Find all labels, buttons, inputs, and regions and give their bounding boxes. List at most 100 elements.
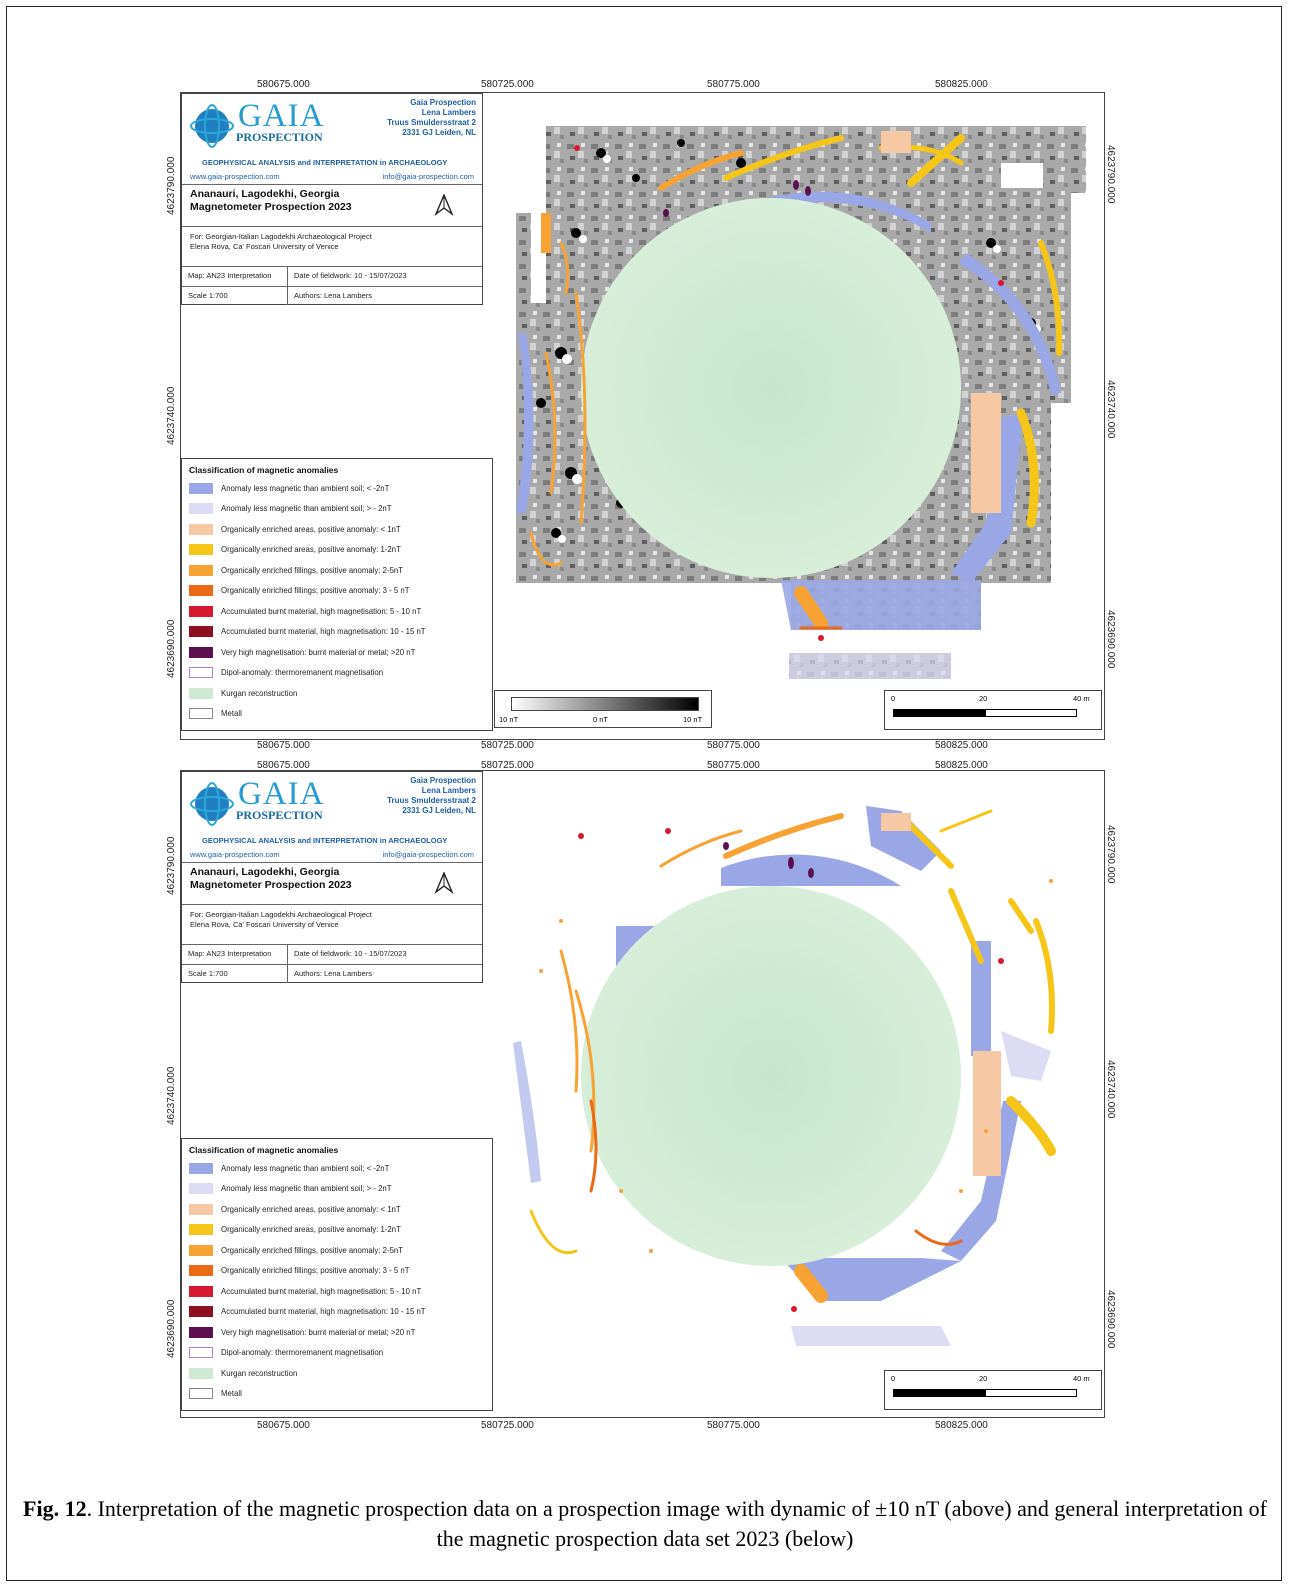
legend-label: Accumulated burnt material, high magneti… <box>221 606 422 616</box>
y-coord-right-1b: 4623790.000 <box>1105 825 1116 884</box>
legend-swatch <box>189 1162 213 1174</box>
legend-label: Metall <box>221 1389 242 1398</box>
legend-label: Organically enriched fillings, positive … <box>221 565 404 575</box>
legend-item: Very high magnetisation: burnt material … <box>189 645 415 659</box>
email-text: info@gaia-prospection.com <box>382 172 474 181</box>
map-label: Map: AN23 Interpretation <box>188 271 272 280</box>
client-line2-b: Elena Rova, Ca' Foscari University of Ve… <box>190 920 339 929</box>
legend-swatch <box>189 708 213 719</box>
scalebar-zero-b: 0 <box>891 1374 896 1383</box>
company-name: Gaia Prospection <box>410 98 476 107</box>
scalebar-mid-b: 20 <box>979 1374 988 1383</box>
legend-swatch <box>189 1306 213 1317</box>
x-coord-top-1: 580675.000 <box>257 79 310 90</box>
legend-title: Classification of magnetic anomalies <box>189 465 339 475</box>
x-coord-bottom-3b: 580775.000 <box>707 1420 760 1431</box>
legend-item: Anomaly less magnetic than ambient soil;… <box>189 481 389 495</box>
x-coord-bottom-1b: 580675.000 <box>257 1420 310 1431</box>
client-line1: For: Georgian-Italian Lagodekhi Archaeol… <box>190 232 372 241</box>
website-text: www.gaia-prospection.com <box>190 172 280 181</box>
gaia-globe-icon <box>190 104 234 148</box>
gradient-mid-label: 0 nT <box>593 715 609 724</box>
logo-text-b: GAIA <box>238 776 325 812</box>
legend-top: Classification of magnetic anomalies Ano… <box>181 458 493 731</box>
legend-item: Organically enriched fillings, positive … <box>189 1243 403 1257</box>
legend-label: Organically enriched fillings; positive … <box>221 586 410 595</box>
logo-text: GAIA <box>238 98 325 134</box>
address-block-b: Gaia Prospection Lena Lambers Truus Smul… <box>387 776 476 816</box>
legend-label: Anomaly less magnetic than ambient soil;… <box>221 504 392 513</box>
legend-title-b: Classification of magnetic anomalies <box>189 1145 339 1155</box>
legend-item: Dipol-anomaly: thermoremanent magnetisat… <box>189 666 383 680</box>
legend-item: Dipol-anomaly: thermoremanent magnetisat… <box>189 1346 383 1360</box>
street-address: Truus Smuldersstraat 2 <box>387 118 476 127</box>
client-text: For: Georgian-Italian Lagodekhi Archaeol… <box>190 232 372 252</box>
legend-label: Organically enriched fillings; positive … <box>221 1266 410 1275</box>
x-coord-bottom-4b: 580825.000 <box>935 1420 988 1431</box>
legend-item: Organically enriched areas, positive ano… <box>189 543 401 557</box>
legend-swatch <box>189 1285 213 1297</box>
legend-label: Kurgan reconstruction <box>221 1368 298 1378</box>
magnetogram-svg <box>516 126 1086 679</box>
project-title-line1-b: Ananauri, Lagodekhi, Georgia <box>190 866 340 878</box>
project-title-b: Ananauri, Lagodekhi, Georgia Magnetomete… <box>190 866 352 892</box>
legend-label: Accumulated burnt material, high magneti… <box>221 627 426 636</box>
legend-item: Very high magnetisation: burnt material … <box>189 1325 415 1339</box>
legend-label: Metall <box>221 709 242 718</box>
north-arrow-icon <box>434 194 454 216</box>
fieldwork-date-b: Date of fieldwork: 10 - 15/07/2023 <box>294 949 407 958</box>
caption-label: Fig. 12 <box>23 1496 87 1521</box>
legend-label: Organically enriched areas, positive ano… <box>221 545 401 554</box>
legend-label: Dipol-anomaly: thermoremanent magnetisat… <box>221 668 384 677</box>
scalebar-zero: 0 <box>891 694 896 703</box>
legend-swatch <box>189 1265 213 1276</box>
legend-swatch <box>189 605 213 617</box>
authors-label: Authors: Lena Lambers <box>294 291 372 300</box>
y-coord-left-1b: 4623790.000 <box>166 836 177 895</box>
legend-label: Accumulated burnt material, high magneti… <box>221 1286 422 1296</box>
project-title: Ananauri, Lagodekhi, Georgia Magnetomete… <box>190 188 352 214</box>
y-coord-right-3: 4623690.000 <box>1105 610 1116 669</box>
legend-swatch <box>189 1326 213 1338</box>
project-title-line2-b: Magnetometer Prospection 2023 <box>190 879 352 891</box>
legend-item: Kurgan reconstruction <box>189 1366 297 1380</box>
legend-label: Very high magnetisation: burnt material … <box>221 647 416 657</box>
legend-label: Anomaly less magnetic than ambient soil;… <box>221 1163 390 1173</box>
legend-item: Accumulated burnt material, high magneti… <box>189 604 421 618</box>
gaia-globe-icon <box>190 782 234 826</box>
legend-label: Anomaly less magnetic than ambient soil;… <box>221 483 390 493</box>
legend-bottom: Classification of magnetic anomalies Ano… <box>181 1138 493 1411</box>
title-block-bottom: GAIA PROSPECTION Gaia Prospection Lena L… <box>181 771 483 983</box>
authors-label-b: Authors: Lena Lambers <box>294 969 372 978</box>
logo-subtext: PROSPECTION <box>236 130 323 144</box>
legend-label: Organically enriched areas, positive ano… <box>221 1225 401 1234</box>
legend-swatch <box>189 1203 213 1215</box>
gradient-left-label: 10 nT <box>499 715 519 724</box>
city-address-b: 2331 GJ Leiden, NL <box>402 806 476 815</box>
x-coord-top-2b: 580725.000 <box>481 760 534 771</box>
gradient-right-label: 10 nT <box>683 715 703 724</box>
x-coord-bottom-3: 580775.000 <box>707 740 760 751</box>
city-address: 2331 GJ Leiden, NL <box>402 128 476 137</box>
legend-swatch <box>189 687 213 699</box>
y-coord-left-2b: 4623740.000 <box>166 1066 177 1125</box>
website-text-b: www.gaia-prospection.com <box>190 850 280 859</box>
project-title-line2: Magnetometer Prospection 2023 <box>190 201 352 213</box>
legend-item: Organically enriched fillings, positive … <box>189 563 403 577</box>
legend-item: Kurgan reconstruction <box>189 686 297 700</box>
gaia-logo: GAIA PROSPECTION <box>190 98 340 148</box>
y-coord-left-3b: 4623690.000 <box>166 1299 177 1358</box>
legend-item: Accumulated burnt material, high magneti… <box>189 1284 421 1298</box>
legend-swatch <box>189 482 213 494</box>
scalebar-end-b: 40 m <box>1073 1374 1090 1383</box>
client-line1-b: For: Georgian-Italian Lagodekhi Archaeol… <box>190 910 372 919</box>
x-coord-top-1b: 580675.000 <box>257 760 310 771</box>
title-block-top: GAIA PROSPECTION Gaia Prospection Lena L… <box>181 93 483 305</box>
x-coord-top-4: 580825.000 <box>935 79 988 90</box>
client-line2: Elena Rova, Ca' Foscari University of Ve… <box>190 242 339 251</box>
x-coord-top-3: 580775.000 <box>707 79 760 90</box>
y-coord-right-3b: 4623690.000 <box>1105 1290 1116 1349</box>
gaia-logo-b: GAIA PROSPECTION <box>190 776 340 826</box>
legend-label: Kurgan reconstruction <box>221 688 298 698</box>
x-coord-bottom-1: 580675.000 <box>257 740 310 751</box>
